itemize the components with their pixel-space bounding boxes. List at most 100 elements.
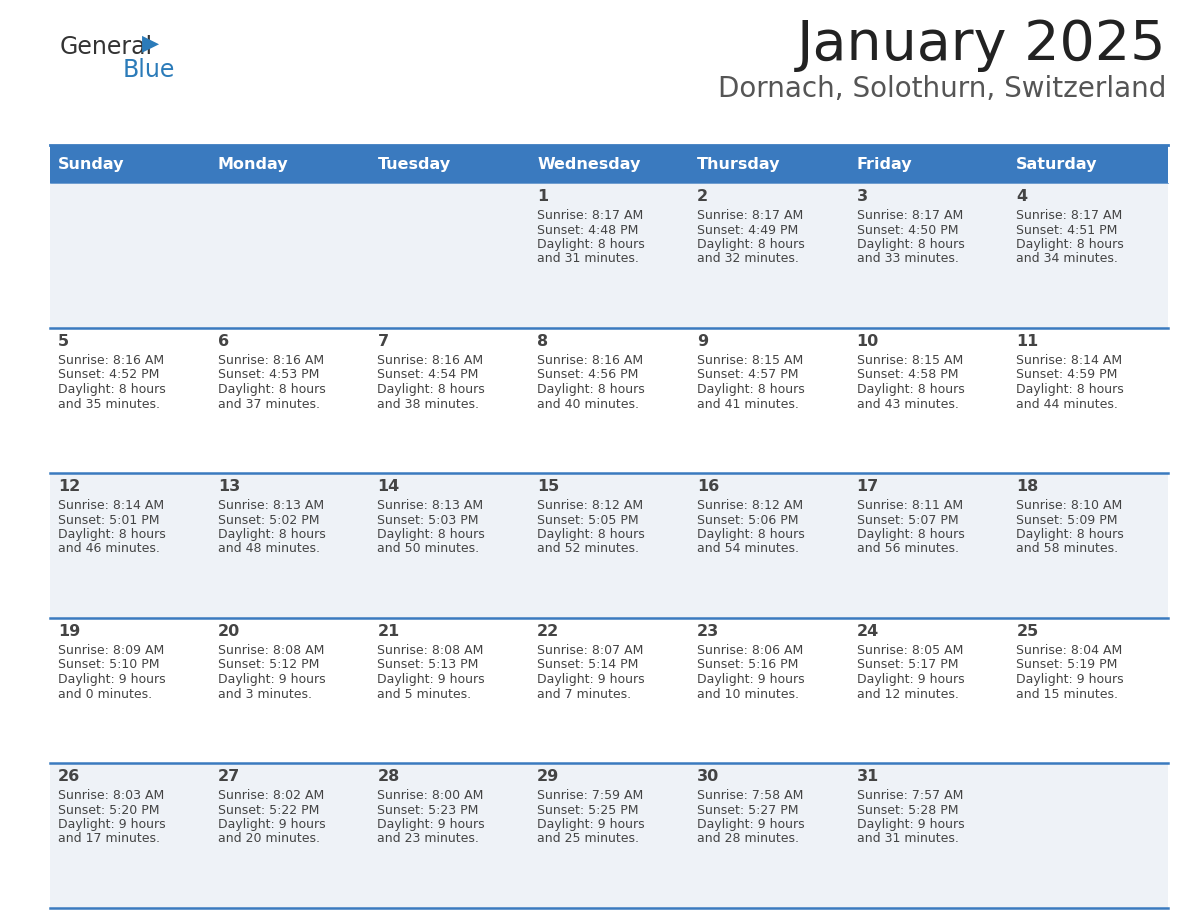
Text: Sunset: 5:01 PM: Sunset: 5:01 PM xyxy=(58,513,159,527)
Text: 15: 15 xyxy=(537,479,560,494)
Text: 1: 1 xyxy=(537,189,549,204)
Text: and 54 minutes.: and 54 minutes. xyxy=(697,543,798,555)
Text: Sunrise: 8:00 AM: Sunrise: 8:00 AM xyxy=(378,789,484,802)
Text: Sunrise: 8:14 AM: Sunrise: 8:14 AM xyxy=(58,499,164,512)
Text: Sunset: 4:57 PM: Sunset: 4:57 PM xyxy=(697,368,798,382)
Text: 5: 5 xyxy=(58,334,69,349)
Text: Sunset: 5:14 PM: Sunset: 5:14 PM xyxy=(537,658,638,671)
Text: 22: 22 xyxy=(537,624,560,639)
Text: 31: 31 xyxy=(857,769,879,784)
Text: and 0 minutes.: and 0 minutes. xyxy=(58,688,152,700)
Text: 16: 16 xyxy=(697,479,719,494)
Text: Sunset: 5:20 PM: Sunset: 5:20 PM xyxy=(58,803,159,816)
Text: Sunrise: 8:17 AM: Sunrise: 8:17 AM xyxy=(697,209,803,222)
Text: Daylight: 9 hours: Daylight: 9 hours xyxy=(217,818,326,831)
Text: 21: 21 xyxy=(378,624,399,639)
Text: and 35 minutes.: and 35 minutes. xyxy=(58,397,160,410)
Text: 12: 12 xyxy=(58,479,81,494)
Text: General: General xyxy=(61,35,153,59)
Text: Daylight: 8 hours: Daylight: 8 hours xyxy=(217,383,326,396)
Text: and 25 minutes.: and 25 minutes. xyxy=(537,833,639,845)
Text: Sunrise: 8:04 AM: Sunrise: 8:04 AM xyxy=(1016,644,1123,657)
Text: Sunset: 4:59 PM: Sunset: 4:59 PM xyxy=(1016,368,1118,382)
Text: Sunrise: 8:15 AM: Sunrise: 8:15 AM xyxy=(697,354,803,367)
Text: Sunrise: 8:16 AM: Sunrise: 8:16 AM xyxy=(58,354,164,367)
Text: and 56 minutes.: and 56 minutes. xyxy=(857,543,959,555)
Text: 24: 24 xyxy=(857,624,879,639)
Text: Sunrise: 7:59 AM: Sunrise: 7:59 AM xyxy=(537,789,644,802)
Text: 9: 9 xyxy=(697,334,708,349)
Text: Daylight: 9 hours: Daylight: 9 hours xyxy=(217,673,326,686)
Text: Sunrise: 8:12 AM: Sunrise: 8:12 AM xyxy=(697,499,803,512)
Text: Daylight: 8 hours: Daylight: 8 hours xyxy=(697,528,804,541)
Text: and 5 minutes.: and 5 minutes. xyxy=(378,688,472,700)
Text: Sunrise: 8:10 AM: Sunrise: 8:10 AM xyxy=(1016,499,1123,512)
Bar xyxy=(50,183,1168,328)
Text: Saturday: Saturday xyxy=(1016,156,1098,172)
Text: and 32 minutes.: and 32 minutes. xyxy=(697,252,798,265)
Text: Monday: Monday xyxy=(217,156,289,172)
Text: Tuesday: Tuesday xyxy=(378,156,450,172)
Text: Sunset: 5:16 PM: Sunset: 5:16 PM xyxy=(697,658,798,671)
Text: and 12 minutes.: and 12 minutes. xyxy=(857,688,959,700)
Text: ▶: ▶ xyxy=(143,33,159,53)
Text: Sunset: 5:10 PM: Sunset: 5:10 PM xyxy=(58,658,159,671)
Text: 7: 7 xyxy=(378,334,388,349)
Text: Wednesday: Wednesday xyxy=(537,156,640,172)
Text: Daylight: 9 hours: Daylight: 9 hours xyxy=(378,818,485,831)
Text: Sunrise: 8:03 AM: Sunrise: 8:03 AM xyxy=(58,789,164,802)
Text: January 2025: January 2025 xyxy=(796,18,1165,72)
Text: 19: 19 xyxy=(58,624,81,639)
Text: and 48 minutes.: and 48 minutes. xyxy=(217,543,320,555)
Text: Sunrise: 8:15 AM: Sunrise: 8:15 AM xyxy=(857,354,962,367)
Text: Sunset: 5:02 PM: Sunset: 5:02 PM xyxy=(217,513,320,527)
Text: and 44 minutes.: and 44 minutes. xyxy=(1016,397,1118,410)
Bar xyxy=(50,145,1168,183)
Text: Sunrise: 8:06 AM: Sunrise: 8:06 AM xyxy=(697,644,803,657)
Text: Daylight: 9 hours: Daylight: 9 hours xyxy=(697,673,804,686)
Text: Daylight: 8 hours: Daylight: 8 hours xyxy=(697,383,804,396)
Text: Daylight: 8 hours: Daylight: 8 hours xyxy=(58,383,166,396)
Text: Thursday: Thursday xyxy=(697,156,781,172)
Text: Friday: Friday xyxy=(857,156,912,172)
Text: and 58 minutes.: and 58 minutes. xyxy=(1016,543,1118,555)
Text: Daylight: 8 hours: Daylight: 8 hours xyxy=(1016,528,1124,541)
Text: 11: 11 xyxy=(1016,334,1038,349)
Text: Sunrise: 8:16 AM: Sunrise: 8:16 AM xyxy=(217,354,324,367)
Text: Sunset: 5:05 PM: Sunset: 5:05 PM xyxy=(537,513,639,527)
Text: Sunrise: 8:02 AM: Sunrise: 8:02 AM xyxy=(217,789,324,802)
Text: Sunset: 5:28 PM: Sunset: 5:28 PM xyxy=(857,803,958,816)
Text: Daylight: 9 hours: Daylight: 9 hours xyxy=(857,818,965,831)
Text: 25: 25 xyxy=(1016,624,1038,639)
Text: 27: 27 xyxy=(217,769,240,784)
Text: Daylight: 9 hours: Daylight: 9 hours xyxy=(697,818,804,831)
Text: Sunset: 5:17 PM: Sunset: 5:17 PM xyxy=(857,658,958,671)
Text: 14: 14 xyxy=(378,479,399,494)
Text: Daylight: 8 hours: Daylight: 8 hours xyxy=(1016,383,1124,396)
Text: Daylight: 8 hours: Daylight: 8 hours xyxy=(1016,238,1124,251)
Text: Sunset: 4:54 PM: Sunset: 4:54 PM xyxy=(378,368,479,382)
Text: Dornach, Solothurn, Switzerland: Dornach, Solothurn, Switzerland xyxy=(718,75,1165,103)
Text: and 40 minutes.: and 40 minutes. xyxy=(537,397,639,410)
Text: Daylight: 9 hours: Daylight: 9 hours xyxy=(537,673,645,686)
Text: Sunrise: 8:16 AM: Sunrise: 8:16 AM xyxy=(537,354,643,367)
Text: Daylight: 8 hours: Daylight: 8 hours xyxy=(378,528,485,541)
Text: and 31 minutes.: and 31 minutes. xyxy=(537,252,639,265)
Text: Sunrise: 8:17 AM: Sunrise: 8:17 AM xyxy=(1016,209,1123,222)
Text: Daylight: 9 hours: Daylight: 9 hours xyxy=(58,818,165,831)
Text: Sunset: 5:09 PM: Sunset: 5:09 PM xyxy=(1016,513,1118,527)
Text: Daylight: 9 hours: Daylight: 9 hours xyxy=(1016,673,1124,686)
Text: and 52 minutes.: and 52 minutes. xyxy=(537,543,639,555)
Bar xyxy=(50,328,1168,473)
Text: Daylight: 8 hours: Daylight: 8 hours xyxy=(857,528,965,541)
Text: Daylight: 8 hours: Daylight: 8 hours xyxy=(58,528,166,541)
Text: and 31 minutes.: and 31 minutes. xyxy=(857,833,959,845)
Text: 29: 29 xyxy=(537,769,560,784)
Text: Daylight: 8 hours: Daylight: 8 hours xyxy=(857,383,965,396)
Text: Sunrise: 8:17 AM: Sunrise: 8:17 AM xyxy=(537,209,644,222)
Text: 28: 28 xyxy=(378,769,399,784)
Text: 3: 3 xyxy=(857,189,867,204)
Text: Sunrise: 8:17 AM: Sunrise: 8:17 AM xyxy=(857,209,962,222)
Text: Sunrise: 8:14 AM: Sunrise: 8:14 AM xyxy=(1016,354,1123,367)
Text: 2: 2 xyxy=(697,189,708,204)
